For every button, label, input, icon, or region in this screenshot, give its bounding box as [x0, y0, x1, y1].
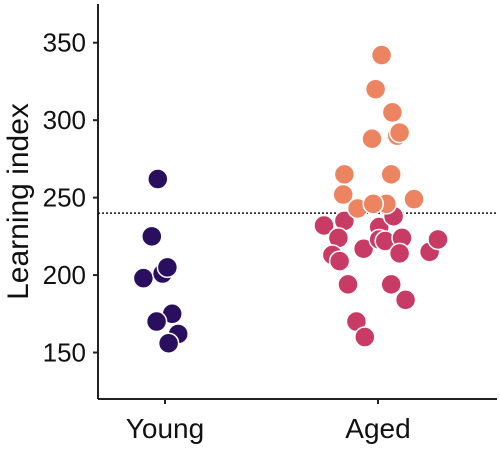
data-point: [132, 267, 155, 289]
data-point: [328, 250, 351, 272]
y-tick-label: 300: [43, 105, 86, 135]
data-point: [157, 332, 180, 354]
y-tick-label: 150: [43, 338, 86, 368]
data-point: [362, 193, 384, 215]
labels-layer: 150 200 250 300 350 Young Aged Learning index: [2, 28, 411, 444]
data-point: [380, 163, 402, 186]
y-axis-title: Learning index: [2, 103, 35, 300]
data-point: [394, 289, 417, 311]
data-point: [364, 78, 387, 100]
data-point: [427, 228, 449, 251]
y-tick-label: 200: [43, 260, 86, 290]
axes-layer: [93, 4, 497, 404]
data-point: [333, 163, 356, 186]
data-point: [147, 168, 169, 190]
y-tick-label: 250: [43, 183, 86, 213]
data-point: [332, 183, 354, 206]
data-point: [380, 273, 402, 296]
data-point: [145, 310, 168, 333]
data-point: [381, 101, 404, 124]
data-point: [337, 273, 359, 296]
category-label: Aged: [345, 413, 410, 444]
data-point: [141, 225, 163, 248]
category-label: Young: [126, 413, 204, 444]
data-point: [156, 256, 179, 279]
data-point: [361, 128, 383, 150]
data-point: [388, 121, 411, 144]
data-point: [354, 326, 376, 348]
data-points-layer: [132, 44, 449, 354]
data-point: [313, 214, 335, 237]
data-point: [370, 44, 393, 66]
data-point: [388, 242, 411, 265]
y-tick-label: 350: [43, 28, 86, 58]
data-point: [352, 237, 375, 260]
data-point: [403, 188, 425, 210]
